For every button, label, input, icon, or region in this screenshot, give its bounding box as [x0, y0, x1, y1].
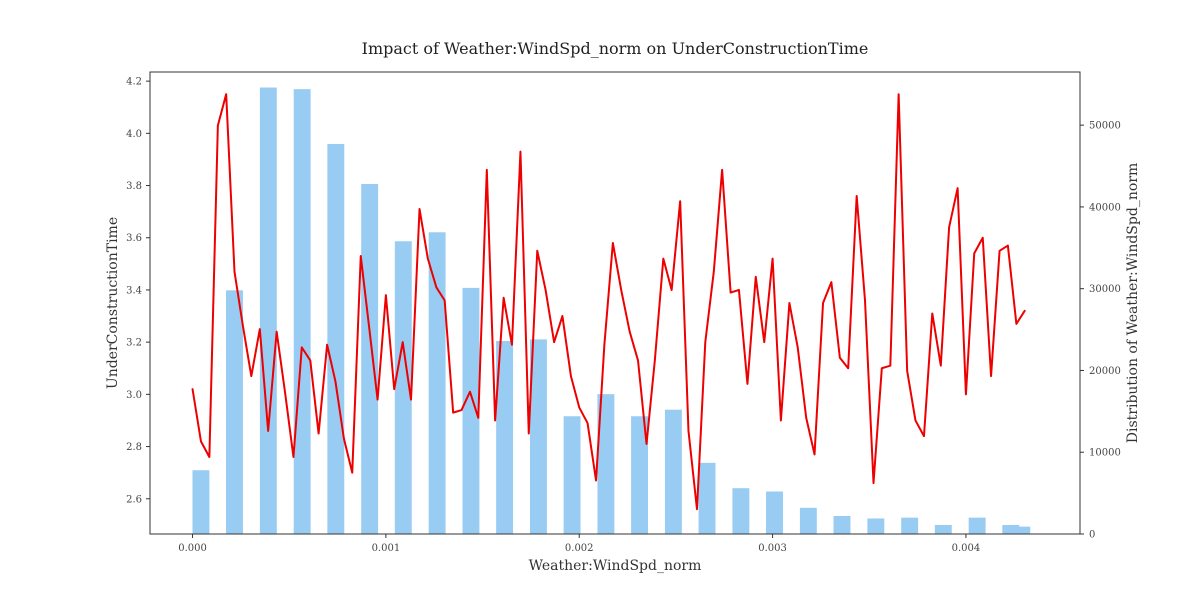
x-tick-label: 0.001 [372, 543, 401, 554]
histogram-bar [529, 339, 547, 534]
y-left-tick-label: 3.0 [126, 390, 142, 401]
histogram-bar [664, 409, 682, 534]
y-right-tick-label: 30000 [1089, 284, 1121, 295]
y-left-tick-label: 3.4 [126, 285, 142, 296]
histogram-bar [361, 184, 379, 534]
histogram-bar [867, 518, 885, 534]
histogram-bar [597, 394, 615, 534]
x-tick-label: 0.004 [952, 543, 981, 554]
histogram-bar [799, 507, 817, 534]
x-tick-label: 0.000 [178, 543, 207, 554]
y-left-tick-label: 2.6 [126, 494, 142, 505]
x-axis-label: Weather:WindSpd_norm [529, 558, 702, 574]
histogram-bar [496, 341, 514, 534]
histogram-bar [226, 290, 243, 534]
histogram-bar [698, 462, 716, 534]
histogram-bar [934, 525, 952, 534]
histogram-bar [259, 87, 277, 534]
plot-frame [149, 71, 1081, 535]
y-left-tick-label: 3.6 [126, 233, 142, 244]
histogram-bar [766, 491, 783, 534]
histogram-bar [394, 241, 412, 534]
chart-title: Impact of Weather:WindSpd_norm on UnderC… [362, 39, 869, 58]
x-tick-label: 0.003 [758, 543, 787, 554]
y-left-tick-label: 4.2 [126, 77, 142, 88]
line-series-path [191, 93, 1026, 511]
histogram-bar [462, 287, 480, 534]
histogram-bar [1002, 525, 1020, 534]
y-axis-left-label: UnderConstructionTime [105, 217, 121, 389]
x-tick-label: 0.002 [565, 543, 594, 554]
histogram-bar [428, 232, 446, 534]
histogram-bar [901, 517, 919, 534]
histogram-bar [833, 516, 851, 534]
y-left-tick-label: 4.0 [126, 129, 142, 140]
y-right-tick-label: 10000 [1089, 448, 1121, 459]
histogram-bar [327, 143, 345, 534]
y-left-tick-label: 3.8 [126, 181, 142, 192]
y-left-tick-label: 3.2 [126, 338, 142, 349]
axes: 0.000 0.001 0.002 0.003 0.004 2.6 2.8 3.0 3.2 3.4… [126, 71, 1121, 554]
histogram-bar [563, 416, 581, 534]
y-right-tick-label: 40000 [1089, 202, 1121, 213]
y-right-tick-label: 0 [1089, 530, 1095, 541]
histogram-bar [1013, 526, 1031, 534]
y-left-tick-label: 2.8 [126, 442, 142, 453]
histogram-bar [732, 488, 750, 534]
histogram-bars [192, 87, 1031, 535]
histogram-bar [968, 517, 986, 534]
histogram-bar [631, 416, 649, 534]
histogram-bar [192, 470, 210, 534]
line-series [191, 93, 1026, 511]
y-right-tick-label: 20000 [1089, 366, 1121, 377]
y-right-tick-label: 50000 [1089, 121, 1121, 132]
y-axis-right-label: Distribution of Weather:WindSpd_norm [1125, 163, 1141, 443]
histogram-bar [293, 89, 311, 535]
